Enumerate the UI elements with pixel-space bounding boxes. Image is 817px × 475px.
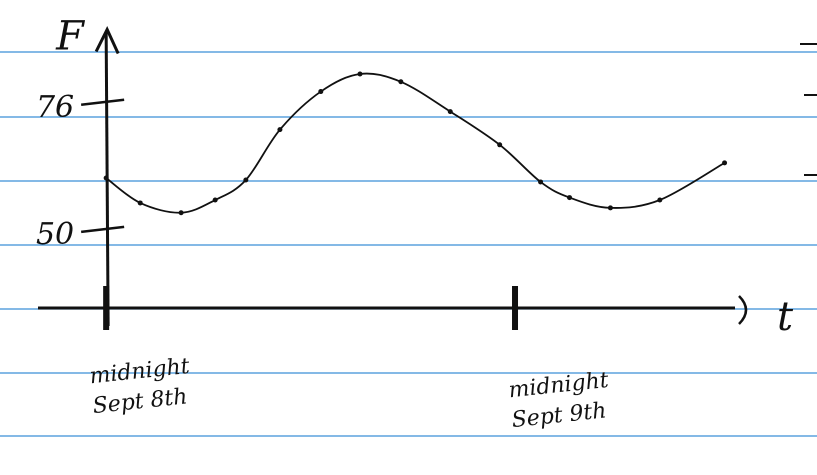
data-point xyxy=(357,71,362,76)
x-tick-label: midnight Sept 9th xyxy=(507,364,633,436)
x-axis-label: t xyxy=(777,294,794,340)
data-point xyxy=(243,177,248,182)
y-tick xyxy=(81,100,124,105)
data-point xyxy=(277,127,282,132)
data-point xyxy=(538,179,543,184)
data-point xyxy=(318,89,323,94)
y-tick-label: 50 xyxy=(36,217,74,252)
data-point xyxy=(104,176,109,181)
margin-dashes xyxy=(800,44,817,175)
data-point xyxy=(138,200,143,205)
data-point xyxy=(398,79,403,84)
data-point xyxy=(179,210,184,215)
y-axis-label: F xyxy=(55,14,85,60)
data-point xyxy=(567,195,572,200)
data-point xyxy=(213,198,218,203)
data-point xyxy=(448,109,453,114)
data-point xyxy=(608,205,613,210)
y-tick-label: 76 xyxy=(36,90,74,125)
temperature-curve xyxy=(106,74,724,213)
data-point xyxy=(657,198,662,203)
data-point xyxy=(722,160,727,165)
x-axis-arrow xyxy=(739,296,746,324)
x-tick-label: midnight Sept 8th xyxy=(88,350,214,422)
y-tick xyxy=(81,227,124,232)
notebook-page: Ft 76 50 midnight Sept 8th midnight Sept 9t… xyxy=(0,0,817,475)
data-point xyxy=(497,142,502,147)
